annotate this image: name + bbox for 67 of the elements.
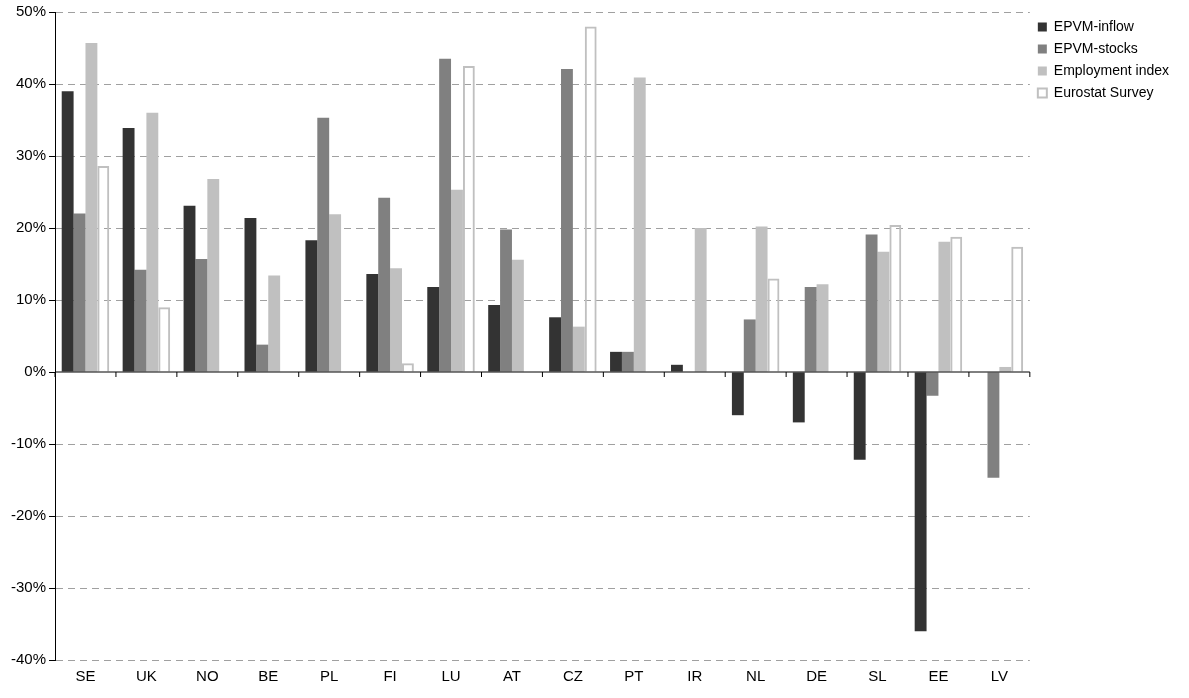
x-tick-label: DE bbox=[806, 667, 828, 685]
bar bbox=[329, 214, 342, 372]
y-tick-label: 10% bbox=[15, 290, 47, 308]
bar bbox=[122, 127, 135, 372]
legend-label: Employment index bbox=[1053, 61, 1170, 78]
x-tick-label: LV bbox=[990, 667, 1008, 685]
bar bbox=[914, 372, 927, 632]
x-tick-label: PT bbox=[624, 667, 644, 685]
bar bbox=[256, 344, 269, 372]
legend-label: EPVM-stocks bbox=[1053, 39, 1138, 56]
bar bbox=[694, 228, 707, 372]
bar bbox=[305, 240, 318, 372]
x-tick-label: NL bbox=[746, 667, 766, 685]
bar bbox=[134, 269, 147, 372]
x-tick-label: NO bbox=[196, 667, 219, 685]
bar bbox=[633, 77, 646, 372]
x-tick-label: UK bbox=[135, 667, 157, 685]
bar bbox=[61, 91, 74, 372]
bar bbox=[987, 372, 1000, 478]
bar bbox=[195, 258, 208, 372]
bar bbox=[731, 372, 744, 416]
bar bbox=[670, 364, 683, 372]
x-tick-label: AT bbox=[502, 667, 521, 685]
x-tick-label: BE bbox=[258, 667, 279, 685]
legend-label: EPVM-inflow bbox=[1053, 17, 1135, 34]
y-tick-label: -20% bbox=[10, 506, 47, 524]
y-tick-label: -30% bbox=[10, 578, 47, 596]
bar bbox=[743, 319, 756, 372]
bar bbox=[378, 197, 391, 372]
bar bbox=[610, 351, 622, 372]
x-tick-label: SL bbox=[868, 667, 887, 685]
y-tick-label: 30% bbox=[15, 146, 47, 164]
x-tick-label: PL bbox=[320, 667, 339, 685]
bar bbox=[500, 229, 512, 372]
x-tick-label: CZ bbox=[562, 667, 583, 685]
bar bbox=[865, 234, 878, 372]
bar bbox=[439, 58, 452, 372]
y-tick-label: -40% bbox=[10, 650, 47, 668]
bar bbox=[511, 259, 524, 372]
bar bbox=[621, 351, 634, 372]
bar bbox=[73, 213, 86, 372]
y-tick-label: 50% bbox=[15, 2, 47, 20]
y-tick-label: -10% bbox=[10, 434, 47, 452]
bar bbox=[183, 205, 196, 372]
legend-label: Eurostat Survey bbox=[1053, 83, 1154, 100]
y-tick-label: 0% bbox=[24, 362, 47, 380]
bar bbox=[926, 372, 939, 396]
bar bbox=[816, 284, 829, 372]
bar bbox=[488, 305, 501, 372]
bar bbox=[853, 372, 866, 460]
bar bbox=[317, 117, 330, 372]
x-tick-label: EE bbox=[928, 667, 949, 685]
bar bbox=[366, 274, 379, 372]
bar bbox=[427, 287, 440, 372]
x-tick-label: SE bbox=[75, 667, 96, 685]
y-tick-label: 40% bbox=[15, 74, 47, 92]
bar bbox=[804, 287, 817, 372]
bar bbox=[561, 68, 573, 372]
x-tick-label: LU bbox=[441, 667, 461, 685]
x-tick-label: FI bbox=[383, 667, 397, 685]
y-tick-label: 20% bbox=[15, 218, 47, 236]
bar bbox=[207, 179, 220, 372]
bar bbox=[792, 372, 805, 423]
bar bbox=[549, 317, 562, 372]
bar bbox=[268, 275, 281, 372]
x-tick-label: IR bbox=[687, 667, 703, 685]
bar bbox=[244, 217, 257, 372]
